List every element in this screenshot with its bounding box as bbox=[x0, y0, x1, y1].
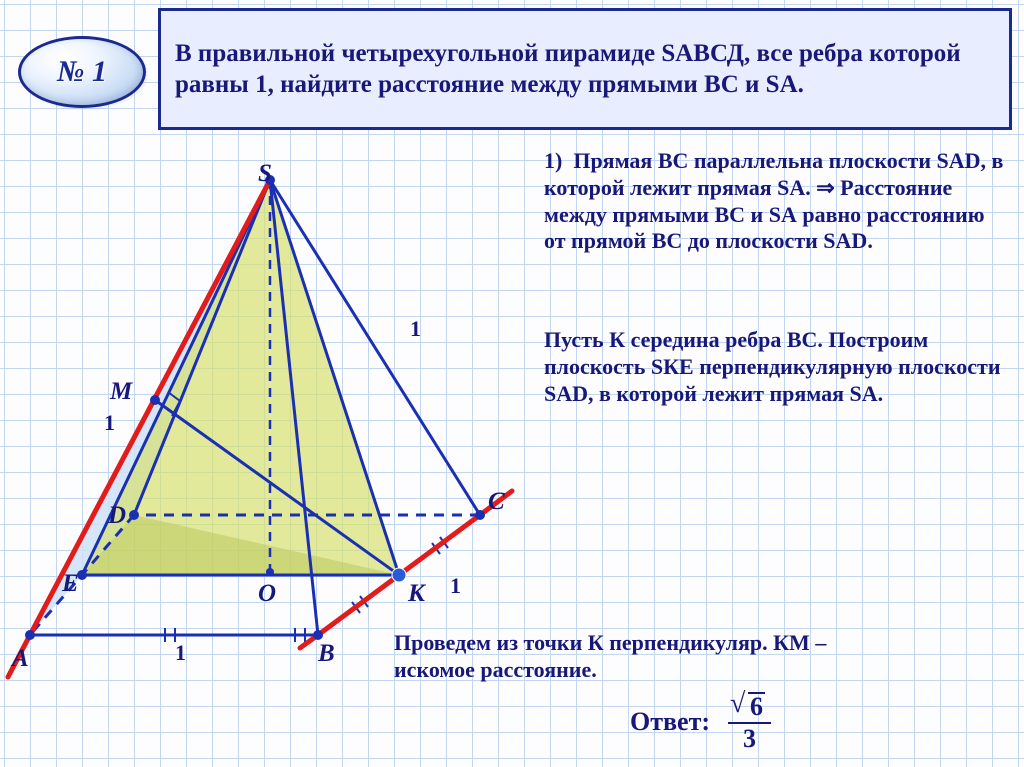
problem-statement: В правильной четырехугольной пирамиде SА… bbox=[175, 38, 995, 101]
problem-statement-box: В правильной четырехугольной пирамиде SА… bbox=[158, 8, 1012, 130]
sqrt-icon: 6 bbox=[734, 692, 765, 721]
edge-len-BC: 1 bbox=[450, 573, 461, 599]
label-C: C bbox=[488, 488, 505, 516]
edge-len-AB: 1 bbox=[175, 640, 186, 666]
label-S: S bbox=[258, 160, 272, 188]
label-K: К bbox=[408, 580, 425, 608]
label-D: D bbox=[108, 502, 126, 530]
answer-line: Ответ: 6 3 bbox=[630, 692, 771, 752]
label-B: B bbox=[318, 640, 335, 668]
label-O: O bbox=[258, 580, 276, 608]
edge-len-SA: 1 bbox=[104, 410, 115, 436]
solution-text: 1) Прямая ВС параллельна плоскости SАD, … bbox=[544, 148, 1010, 412]
answer-radicand: 6 bbox=[748, 692, 765, 720]
answer-fraction: 6 3 bbox=[728, 692, 771, 752]
answer-label: Ответ: bbox=[630, 707, 710, 737]
problem-number: № 1 bbox=[57, 55, 107, 89]
label-A: A bbox=[12, 645, 29, 673]
pyramid-diagram bbox=[0, 140, 540, 700]
problem-number-badge: № 1 bbox=[18, 36, 146, 108]
label-E: E bbox=[62, 570, 79, 598]
step3-text: Проведем из точки К перпендикуляр. КМ – … bbox=[394, 630, 874, 684]
edge-len-SC: 1 bbox=[410, 316, 421, 342]
answer-denominator: 3 bbox=[743, 724, 756, 752]
step1-text: Прямая ВС параллельна плоскости SАD, в к… bbox=[544, 148, 1003, 253]
label-M: M bbox=[110, 378, 132, 406]
step1-num: 1) bbox=[544, 148, 562, 173]
step2-text: Пусть К середина ребра ВС. Построим плос… bbox=[544, 327, 1010, 407]
